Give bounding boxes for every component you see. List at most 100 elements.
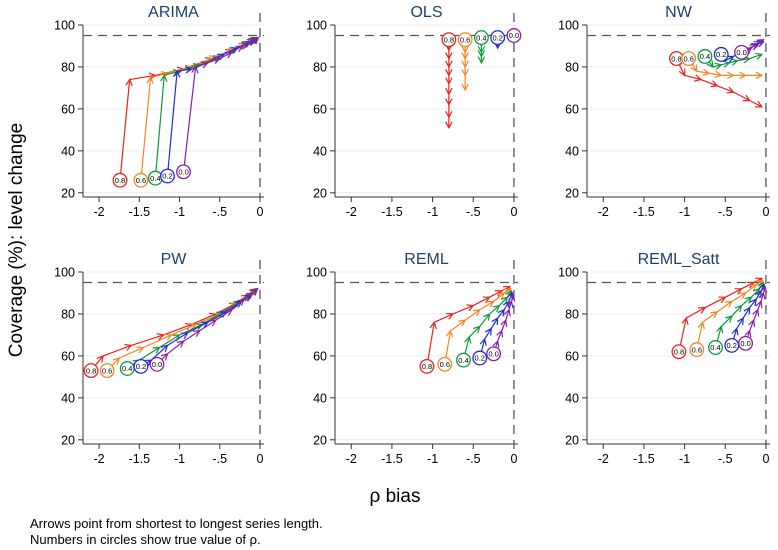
series-segment (750, 288, 760, 298)
x-tick-label: -1.5 (633, 205, 655, 219)
arrowhead (477, 56, 486, 65)
note-line-1: Arrows point from shortest to longest se… (30, 516, 323, 531)
x-tick-label: -2 (598, 452, 609, 466)
series-segment (433, 313, 454, 323)
x-tick-label: 0 (257, 205, 264, 219)
rho-circle (441, 32, 457, 48)
x-tick-label: -2 (346, 205, 357, 219)
rho-label: 0.4 (476, 33, 486, 42)
series-segment (729, 60, 738, 64)
series-segment (150, 72, 168, 79)
x-tick-label: 0 (762, 205, 769, 219)
series-segment (755, 279, 764, 286)
rho-circle (437, 356, 453, 372)
panel-reml: 20 40 60 80 100 -2 -1.5 -1 -.5 0 REML 0.8 0.6 0.4 0.2 0… (306, 251, 518, 466)
rho-label: 0.8 (674, 347, 684, 356)
rho-label: 0.6 (136, 176, 146, 185)
x-tick-label: 0 (510, 205, 517, 219)
arrowhead (760, 285, 768, 294)
arrowhead (506, 300, 514, 309)
rho-label: 0.8 (444, 35, 454, 44)
series-0-4: 0.4 (697, 49, 764, 70)
arrowhead (496, 329, 504, 338)
series-segment (464, 309, 481, 321)
rho-label: 0.8 (422, 362, 432, 371)
series-segment (167, 332, 188, 346)
arrowhead (486, 300, 495, 308)
series-segment (749, 320, 755, 331)
rho-label: 0.0 (736, 48, 746, 57)
arrowhead (744, 329, 752, 338)
y-tick-label: 20 (61, 433, 75, 447)
y-tick-label: 40 (61, 144, 75, 158)
panel-title: ARIMA (148, 4, 199, 21)
arrowhead (734, 288, 743, 295)
series-segment (223, 47, 238, 55)
series-segment (742, 307, 751, 319)
rho-label: 0.0 (509, 31, 519, 40)
series-0-0: 0.0 (734, 38, 765, 60)
y-tick-label: 60 (565, 102, 579, 116)
series-0-4: 0.4 (473, 30, 489, 65)
arrowhead (746, 281, 755, 289)
arrowhead (748, 319, 756, 328)
series-segment (708, 72, 722, 76)
rho-label: 0.0 (178, 168, 188, 177)
note-line-2: Numbers in circles show true value of ρ. (30, 532, 261, 547)
series-segment (154, 75, 165, 179)
arrowhead (192, 330, 201, 337)
rho-circle (83, 363, 99, 379)
rho-label: 0.4 (122, 364, 132, 373)
arrowhead (245, 292, 254, 300)
arrowhead (251, 36, 260, 45)
panel-nw: 20 40 60 80 100 -2 -1.5 -1 -.5 0 NW 0.8 0.6 0.4 0.2 0.0 (558, 4, 770, 219)
panel-ols: 20 40 60 80 100 -2 -1.5 -1 -.5 0 OLS 0.8 0.6 0.4 0.2 0.… (306, 4, 522, 219)
series-segment (749, 99, 763, 108)
y-tick-label: 20 (565, 186, 579, 200)
x-tick-label: 0 (257, 452, 264, 466)
y-tick-label: 80 (313, 60, 327, 74)
arrowhead (756, 38, 765, 46)
series-segment (138, 347, 160, 361)
arrowhead (702, 68, 711, 76)
rho-label: 0.2 (475, 354, 485, 363)
series-segment (760, 292, 765, 302)
x-tick-label: -1 (679, 205, 690, 219)
y-tick-label: 40 (313, 144, 327, 158)
series-segment (452, 305, 474, 315)
series-segment (450, 319, 466, 332)
x-tick-label: -1 (174, 452, 185, 466)
rho-label: 0.6 (440, 360, 450, 369)
series-segment (498, 296, 508, 306)
series-segment (720, 315, 733, 327)
x-tick-label: -.5 (718, 205, 733, 219)
series-segment (716, 85, 734, 93)
panel-pw: 20 40 60 80 100 -2 -1.5 -1 -.5 0 PW 0.8 0.6 0.4 0.2 0.0 (54, 251, 264, 466)
x-axis-label: ρ bias (370, 486, 421, 507)
x-tick-label: -2 (598, 205, 609, 219)
arrowhead (208, 319, 217, 327)
y-tick-label: 80 (61, 307, 75, 321)
series-segment (468, 326, 481, 338)
series-0-0: 0.0 (738, 285, 768, 351)
arrowhead (697, 321, 705, 330)
panel-arima: 20 40 60 80 100 -2 -1.5 -1 -.5 0 ARIMA 0.8 0.6 0.4 0.2… (54, 4, 264, 219)
arrowhead (152, 346, 161, 354)
series-segment (484, 328, 492, 340)
y-tick-label: 20 (565, 433, 579, 447)
series-segment (159, 334, 180, 349)
rho-label: 0.0 (740, 339, 750, 348)
x-tick-label: -1.5 (129, 452, 151, 466)
series-segment (191, 313, 216, 325)
rho-circle (713, 46, 729, 62)
series-segment (207, 57, 220, 64)
series-segment (721, 62, 730, 66)
y-tick-label: 100 (54, 266, 75, 280)
arrowhead (148, 72, 157, 80)
arrowhead (156, 333, 165, 341)
series-segment (489, 305, 500, 315)
rho-label: 0.4 (710, 343, 720, 352)
rho-label: 0.6 (683, 54, 693, 63)
x-tick-label: -2 (346, 452, 357, 466)
arrowhead (710, 311, 719, 319)
